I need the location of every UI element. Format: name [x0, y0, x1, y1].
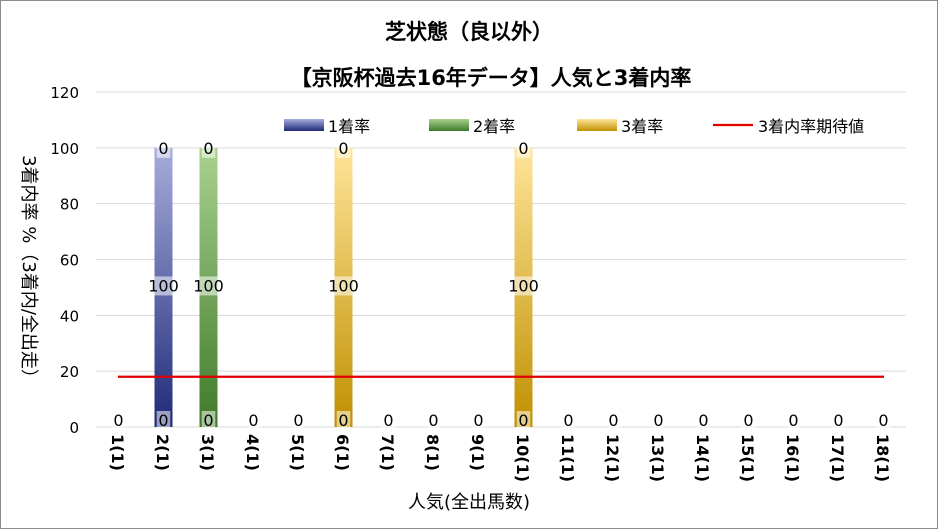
x-tick-label: 5(1) [288, 434, 307, 471]
top-data-label: 0 [338, 139, 348, 158]
bottom-data-label: 0 [293, 411, 303, 430]
bottom-data-label: 0 [698, 411, 708, 430]
bottom-data-label-bg [651, 411, 666, 430]
chart-title: 芝状態（良以外） [385, 20, 553, 44]
y-tick-label: 20 [60, 363, 79, 381]
x-tick-label: 14(1) [693, 434, 712, 482]
bottom-data-label: 0 [833, 411, 843, 430]
bottom-data-label-bg [561, 411, 576, 430]
bottom-data-label-bg [606, 411, 621, 430]
bottom-data-label: 0 [518, 411, 528, 430]
bottom-data-label: 0 [383, 411, 393, 430]
mid-data-label-bg [507, 276, 540, 296]
bottom-data-label-bg [876, 411, 891, 430]
bottom-data-label: 0 [563, 411, 573, 430]
x-tick-label: 1(1) [108, 434, 127, 471]
bottom-data-label: 0 [653, 411, 663, 430]
x-tick-label: 4(1) [243, 434, 262, 471]
mid-data-label: 100 [328, 276, 359, 295]
y-axis-label: 3着内率 %（3着内/全出走） [18, 155, 39, 387]
y-tick-label: 80 [60, 196, 79, 214]
x-tick-label: 3(1) [198, 434, 217, 471]
mid-data-label: 100 [508, 276, 539, 295]
bottom-data-label: 0 [878, 411, 888, 430]
bottom-data-label-bg [516, 411, 531, 430]
bottom-data-label: 0 [743, 411, 753, 430]
bottom-data-label-bg [741, 411, 756, 430]
bottom-data-label-bg [696, 411, 711, 430]
bottom-data-label-bg [246, 411, 261, 430]
x-tick-label: 17(1) [828, 434, 847, 482]
bottom-data-label-bg [336, 411, 351, 430]
gridlines [96, 91, 906, 428]
bottom-data-label: 0 [158, 411, 168, 430]
top-data-label-bg [516, 138, 531, 158]
legend-swatch-1 [429, 119, 469, 131]
top-data-label: 0 [518, 139, 528, 158]
bottom-data-label: 0 [113, 411, 123, 430]
bottom-data-label-bg [291, 411, 306, 430]
x-tick-label: 12(1) [603, 434, 622, 482]
legend-label-refline: 3着内率期待値 [758, 117, 864, 136]
y-tick-label: 100 [50, 140, 79, 158]
top-data-label: 0 [203, 139, 213, 158]
y-tick-label: 40 [60, 307, 79, 325]
x-tick-label: 2(1) [153, 434, 172, 471]
bottom-data-label-bg [201, 411, 216, 430]
y-tick-label: 120 [50, 84, 79, 102]
bottom-data-label-bg [471, 411, 486, 430]
x-tick-label: 18(1) [873, 434, 892, 482]
x-tick-label: 6(1) [333, 434, 352, 471]
mid-data-label: 100 [193, 276, 224, 295]
x-axis-ticks: 1(1) 2(1) 3(1) 4(1) 5(1) 6(1) 7(1) 8(1) 9(1) 10(1… [108, 434, 892, 482]
y-axis-ticks: 0 20 40 60 80 100 120 [50, 84, 79, 437]
x-tick-label: 11(1) [558, 434, 577, 482]
bottom-data-label: 0 [473, 411, 483, 430]
bottom-data-label-bg [786, 411, 801, 430]
top-data-label-bg [156, 138, 171, 158]
x-tick-label: 13(1) [648, 434, 667, 482]
bottom-data-label: 0 [203, 411, 213, 430]
legend-label-2: 3着率 [621, 117, 663, 136]
legend: 1着率 2着率 3着率 3着内率期待値 [284, 117, 864, 136]
legend-swatch-0 [284, 119, 324, 131]
mid-data-label: 100 [148, 276, 179, 295]
bottom-data-label: 0 [608, 411, 618, 430]
bottom-data-label-bg [831, 411, 846, 430]
bottom-data-label-bg [426, 411, 441, 430]
chart-subtitle: 【京阪杯過去16年データ】人気と3着内率 [291, 66, 692, 90]
bottom-data-label: 0 [788, 411, 798, 430]
mid-data-label-bg [327, 276, 360, 296]
mid-data-label-bg [147, 276, 180, 296]
legend-label-1: 2着率 [473, 117, 515, 136]
bottom-data-label-bg [381, 411, 396, 430]
top-data-label: 0 [158, 139, 168, 158]
x-tick-label: 9(1) [468, 434, 487, 471]
legend-label-0: 1着率 [328, 117, 370, 136]
data-labels: 0 0 0 0 100 100 100 100 0 0 0 0 0 0 0 0 0 0 0 0 0 0 0 0 0 0 [111, 138, 891, 430]
y-tick-label: 0 [69, 419, 79, 437]
y-tick-label: 60 [60, 252, 79, 270]
x-tick-label: 16(1) [783, 434, 802, 482]
x-axis-label: 人気(全出馬数) [408, 492, 530, 513]
mid-data-label-bg [192, 276, 225, 296]
bottom-data-label-bg [156, 411, 171, 430]
bottom-data-label: 0 [428, 411, 438, 430]
legend-swatch-2 [577, 119, 617, 131]
x-tick-label: 7(1) [378, 434, 397, 471]
bottom-data-label-bg [111, 411, 126, 430]
x-tick-label: 15(1) [738, 434, 757, 482]
top-data-label-bg [336, 138, 351, 158]
bottom-data-label: 0 [338, 411, 348, 430]
x-tick-label: 10(1) [513, 434, 532, 482]
top-data-label-bg [201, 138, 216, 158]
x-tick-label: 8(1) [423, 434, 442, 471]
bottom-data-label: 0 [248, 411, 258, 430]
